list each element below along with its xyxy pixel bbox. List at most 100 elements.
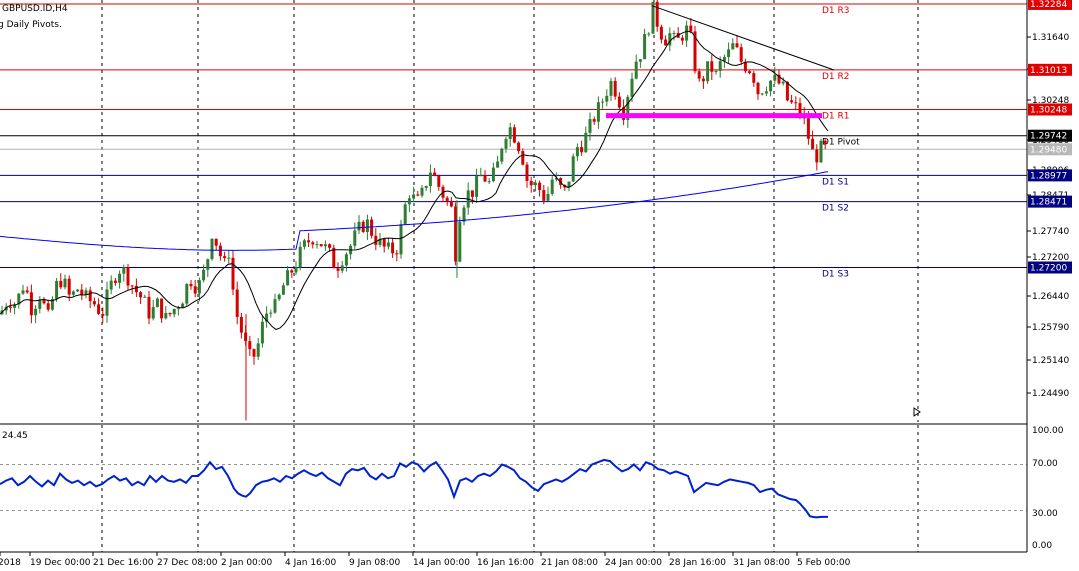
time-tick-13: 5 Feb 00:00	[797, 558, 851, 568]
candle-body-78	[328, 244, 332, 248]
candle-body-157	[659, 26, 663, 40]
candle-body-29	[122, 266, 126, 274]
candle-body-95	[399, 224, 403, 255]
candle-body-32	[134, 285, 138, 293]
candle-body-55	[231, 257, 235, 290]
candle-body-162	[680, 37, 684, 41]
candle-body-181	[760, 93, 764, 95]
candle-body-106	[445, 197, 449, 201]
candle-body-94	[395, 253, 399, 255]
candle-body-86	[361, 221, 365, 232]
price-tick-2: 1.30248	[1032, 96, 1069, 106]
candle-body-70	[294, 267, 298, 273]
pivot-levels: D1 R3 D1 R2 D1 R1 D1 Pivot D1 S1 D1 S2 D1 S3	[0, 3, 1027, 280]
rsi-subwindow	[0, 423, 1027, 519]
candle-body-150	[630, 78, 634, 97]
candle-body-45	[189, 283, 193, 287]
level-price-box-4	[1028, 169, 1072, 182]
level-price-box-0	[1028, 0, 1072, 10]
candle-body-35	[147, 296, 151, 319]
time-tick-5: 4 Jan 16:00	[285, 558, 337, 568]
level-name-4: D1 S1	[822, 177, 849, 187]
candle-body-40	[168, 312, 172, 315]
candle-body-174	[731, 43, 735, 50]
time-tick-11: 28 Jan 16:00	[669, 558, 726, 568]
candle-body-169	[710, 61, 714, 72]
time-tick-0: 2018	[0, 558, 21, 568]
candle-body-154	[647, 33, 651, 35]
candle-body-113	[475, 175, 479, 197]
autoscroll-icon[interactable]	[913, 407, 921, 417]
candle-body-176	[739, 47, 743, 62]
candle-body-65	[273, 299, 277, 313]
slow-moving-average	[0, 171, 829, 251]
candle-body-146	[613, 80, 617, 97]
candle-body-10	[42, 299, 46, 304]
candle-body-179	[752, 73, 756, 83]
candle-body-39	[164, 312, 168, 319]
candle-body-36	[151, 307, 155, 319]
candle-body-66	[277, 294, 281, 300]
candle-body-52	[218, 245, 222, 257]
candle-body-168	[706, 61, 710, 82]
level-price-label-3: 1.29742	[1030, 132, 1067, 142]
rsi-tick-2: 30.00	[1032, 509, 1058, 519]
candle-body-149	[626, 96, 630, 120]
candle-body-73	[307, 240, 311, 243]
candle-body-84	[353, 230, 357, 246]
candle-body-82	[344, 254, 348, 266]
level-price-box-2	[1028, 103, 1072, 116]
candle-body-127	[533, 182, 537, 186]
candle-body-21	[88, 290, 92, 302]
candle-body-155	[651, 1, 655, 34]
level-name-2: D1 R1	[822, 111, 850, 121]
candle-body-77	[323, 244, 327, 247]
candle-body-159	[668, 33, 672, 46]
candle-body-165	[693, 31, 697, 72]
indicator-label: g Daily Pivots.	[0, 20, 62, 30]
level-price-label-2: 1.30248	[1030, 105, 1067, 115]
level-price-box-6	[1028, 261, 1072, 274]
candle-body-96	[403, 204, 407, 225]
candle-body-48	[202, 269, 206, 281]
candle-body-97	[407, 198, 411, 205]
candle-body-192	[806, 118, 810, 139]
candle-body-100	[420, 187, 424, 196]
candle-body-142	[596, 102, 600, 122]
candle-body-85	[357, 221, 361, 231]
candle-body-38	[160, 298, 164, 319]
candle-body-196	[823, 140, 827, 144]
price-tick-0: 1.31640	[1032, 33, 1069, 43]
candle-body-187	[785, 81, 789, 101]
candle-body-19	[80, 289, 84, 295]
candle-body-178	[748, 71, 752, 74]
candle-body-98	[412, 194, 416, 199]
candle-body-15	[63, 278, 67, 288]
candle-body-13	[55, 280, 59, 299]
candle-body-143	[601, 101, 605, 103]
candle-body-171	[718, 61, 722, 71]
rsi-tick-0: 100.00	[1032, 426, 1064, 436]
candle-body-112	[470, 190, 474, 197]
candle-body-47	[197, 280, 201, 294]
candle-body-114	[479, 175, 483, 177]
level-price-box-3	[1028, 129, 1072, 142]
level-name-6: D1 S3	[822, 270, 849, 280]
candle-body-30	[126, 266, 130, 286]
candle-body-141	[592, 119, 596, 122]
candle-body-121	[508, 127, 512, 140]
price-tick-11: 1.24490	[1032, 389, 1069, 399]
candle-body-118	[496, 161, 500, 168]
time-tick-8: 16 Jan 16:00	[477, 558, 534, 568]
level-name-3: D1 Pivot	[822, 138, 860, 148]
candle-body-91	[382, 238, 386, 247]
candle-body-137	[575, 147, 579, 157]
candle-body-194	[815, 149, 819, 163]
candle-body-173	[727, 49, 731, 57]
rsi-tick-1: 70.00	[1032, 459, 1058, 469]
candle-body-130	[546, 193, 550, 201]
candle-body-75	[315, 244, 319, 246]
candle-body-72	[302, 240, 306, 247]
